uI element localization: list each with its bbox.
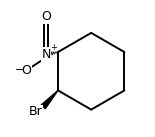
Text: −: − — [15, 65, 24, 75]
Text: Br: Br — [29, 105, 43, 118]
Text: +: + — [50, 43, 57, 52]
Text: N: N — [41, 48, 51, 61]
Text: O: O — [41, 10, 51, 23]
Polygon shape — [41, 90, 58, 109]
Text: O: O — [21, 64, 31, 77]
